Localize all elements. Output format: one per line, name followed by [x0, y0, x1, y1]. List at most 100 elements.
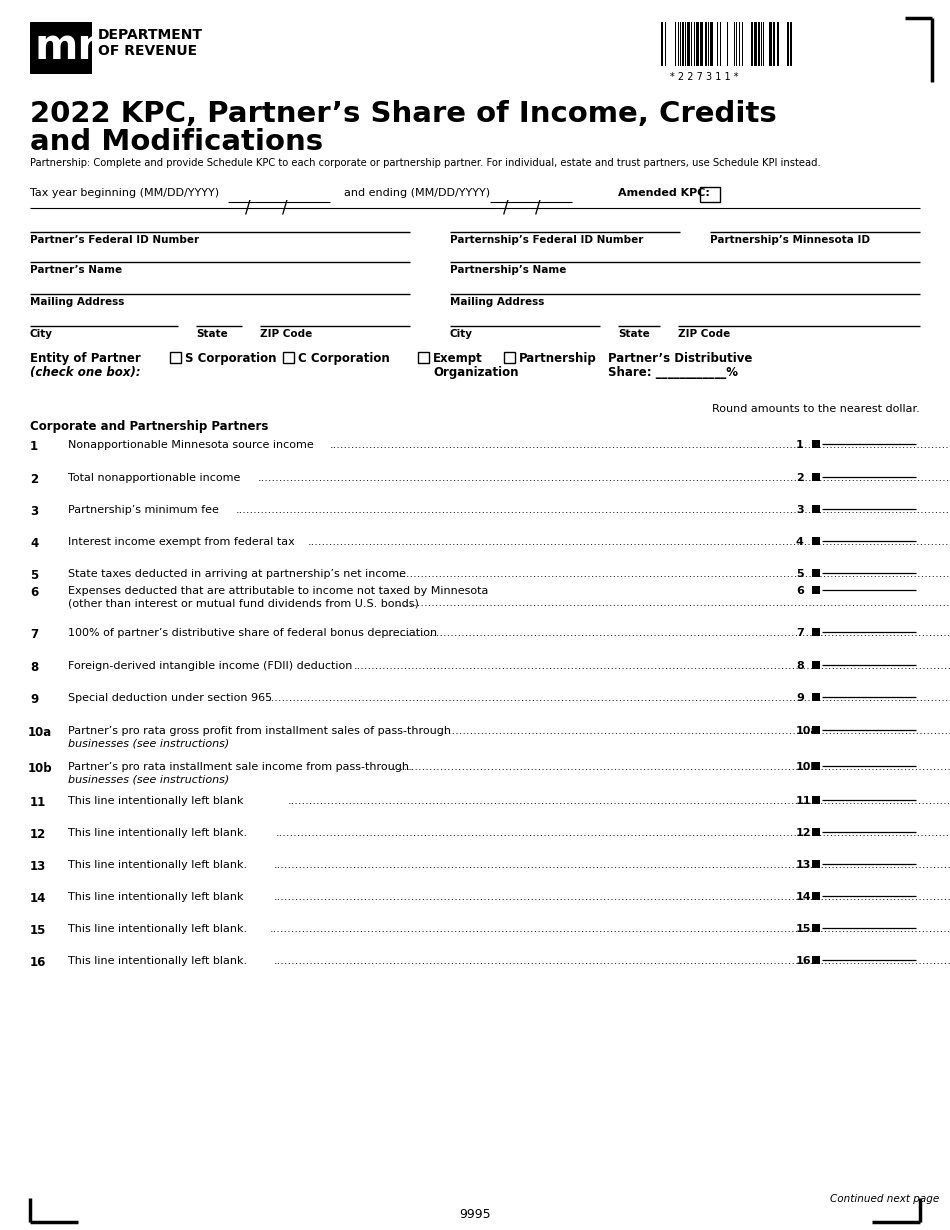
Text: ................................................................................: ........................................…: [396, 598, 950, 608]
Text: 3: 3: [796, 506, 804, 515]
Text: 13: 13: [796, 860, 811, 870]
Text: 5: 5: [796, 569, 804, 579]
Text: businesses (see instructions): businesses (see instructions): [68, 738, 229, 748]
Bar: [691, 22, 692, 66]
Text: and Modifications: and Modifications: [30, 128, 323, 156]
Bar: [812, 726, 820, 734]
Text: Organization: Organization: [433, 367, 519, 379]
Text: 10b: 10b: [796, 763, 819, 772]
Text: Round amounts to the nearest dollar.: Round amounts to the nearest dollar.: [712, 403, 920, 415]
Text: 13: 13: [30, 860, 47, 873]
Text: Tax year beginning (MM/DD/YYYY): Tax year beginning (MM/DD/YYYY): [30, 188, 219, 198]
Bar: [812, 892, 820, 900]
Bar: [283, 352, 294, 363]
Text: ................................................................................: ........................................…: [270, 924, 950, 934]
Bar: [812, 828, 820, 836]
Text: Foreign-derived intangible income (FDII) deduction: Foreign-derived intangible income (FDII)…: [68, 661, 352, 672]
Bar: [675, 22, 676, 66]
Text: Corporate and Partnership Partners: Corporate and Partnership Partners: [30, 419, 268, 433]
Text: 5: 5: [30, 569, 38, 582]
Text: 14: 14: [30, 892, 47, 905]
Text: 2: 2: [30, 474, 38, 486]
Text: (check one box):: (check one box):: [30, 367, 141, 379]
Text: ................................................................................: ........................................…: [330, 440, 950, 450]
Bar: [727, 22, 728, 66]
Text: Partnership’s Name: Partnership’s Name: [450, 264, 566, 276]
Text: 16: 16: [30, 956, 47, 969]
Text: Partner’s Name: Partner’s Name: [30, 264, 123, 276]
Text: Exempt: Exempt: [433, 352, 483, 365]
Bar: [787, 22, 789, 66]
Text: 4: 4: [30, 538, 38, 550]
Bar: [687, 22, 690, 66]
Bar: [812, 860, 820, 868]
Text: 16: 16: [796, 956, 811, 966]
Text: ................................................................................: ........................................…: [274, 892, 950, 902]
Text: 10a: 10a: [28, 726, 52, 739]
Text: 1: 1: [796, 440, 804, 450]
Bar: [710, 22, 713, 66]
Text: 10b: 10b: [28, 763, 52, 775]
Text: 12: 12: [30, 828, 47, 841]
Bar: [790, 22, 792, 66]
Bar: [754, 22, 757, 66]
Text: State: State: [196, 328, 228, 339]
Text: Partnership: Partnership: [519, 352, 597, 365]
Text: 14: 14: [796, 892, 811, 902]
Bar: [694, 22, 695, 66]
Text: ................................................................................: ........................................…: [288, 796, 950, 806]
Bar: [812, 924, 820, 932]
Text: State: State: [618, 328, 650, 339]
Bar: [812, 440, 820, 448]
Text: C Corporation: C Corporation: [298, 352, 390, 365]
Text: /: /: [535, 198, 541, 216]
Bar: [812, 796, 820, 804]
Text: /: /: [503, 198, 508, 216]
Bar: [705, 22, 707, 66]
Text: 9995: 9995: [459, 1208, 491, 1221]
Text: (other than interest or mutual fund dividends from U.S. bonds): (other than interest or mutual fund divi…: [68, 598, 419, 608]
Text: 8: 8: [30, 661, 38, 674]
Bar: [736, 22, 737, 66]
Text: 15: 15: [30, 924, 47, 937]
Text: OF REVENUE: OF REVENUE: [98, 44, 198, 58]
Text: ................................................................................: ........................................…: [276, 828, 950, 838]
Text: ................................................................................: ........................................…: [308, 538, 950, 547]
Text: 15: 15: [796, 924, 811, 934]
Text: This line intentionally left blank.: This line intentionally left blank.: [68, 828, 247, 838]
Text: 8: 8: [796, 661, 804, 672]
Bar: [742, 22, 743, 66]
Bar: [777, 22, 779, 66]
Text: and ending (MM/DD/YYYY): and ending (MM/DD/YYYY): [344, 188, 490, 198]
Bar: [30, 22, 92, 74]
Text: Partner’s Federal ID Number: Partner’s Federal ID Number: [30, 235, 200, 245]
Text: 12: 12: [796, 828, 811, 838]
Text: Total nonapportionable income: Total nonapportionable income: [68, 474, 240, 483]
Text: ................................................................................: ........................................…: [274, 956, 950, 966]
Bar: [812, 629, 820, 636]
Text: ................................................................................: ........................................…: [274, 860, 950, 870]
Text: /: /: [245, 198, 251, 216]
Text: 100% of partner’s distributive share of federal bonus depreciation: 100% of partner’s distributive share of …: [68, 629, 437, 638]
Text: Entity of Partner: Entity of Partner: [30, 352, 141, 365]
Text: Share: ____________%: Share: ____________%: [608, 367, 738, 379]
Text: 6: 6: [796, 585, 804, 597]
Text: This line intentionally left blank: This line intentionally left blank: [68, 892, 243, 902]
Bar: [717, 22, 718, 66]
Bar: [696, 22, 699, 66]
Text: 2022 KPC, Partner’s Share of Income, Credits: 2022 KPC, Partner’s Share of Income, Cre…: [30, 100, 777, 128]
Text: 9: 9: [796, 692, 804, 704]
Bar: [734, 22, 735, 66]
Text: Partnership’s minimum fee: Partnership’s minimum fee: [68, 506, 218, 515]
Text: 4: 4: [796, 538, 804, 547]
Text: ................................................................................: ........................................…: [354, 661, 950, 672]
Bar: [170, 352, 181, 363]
Text: 2: 2: [796, 474, 804, 483]
Bar: [700, 22, 703, 66]
Text: City: City: [450, 328, 473, 339]
Text: 1: 1: [30, 440, 38, 453]
Text: 7: 7: [30, 629, 38, 641]
Bar: [685, 22, 686, 66]
Bar: [504, 352, 515, 363]
Text: ................................................................................: ........................................…: [390, 763, 950, 772]
